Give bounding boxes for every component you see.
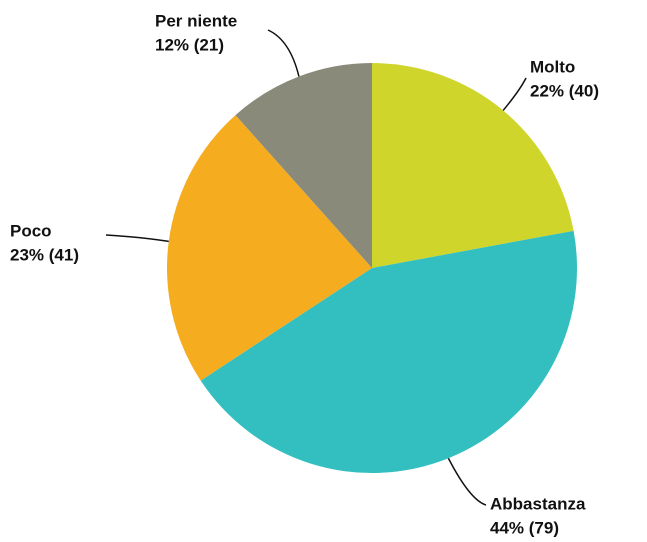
pie-slice: [372, 63, 574, 268]
slice-label: Abbastanza: [490, 494, 586, 513]
leader-line: [502, 77, 527, 111]
pie-slice: [167, 115, 372, 381]
slice-label: Per niente: [155, 11, 237, 30]
slice-value-label: 22% (40): [530, 81, 599, 100]
slice-value-label: 44% (79): [490, 518, 559, 537]
slice-label: Poco: [10, 221, 52, 240]
leader-line: [447, 457, 487, 506]
leader-line: [267, 29, 300, 77]
pie-slice: [235, 62, 372, 268]
pie-slice: [200, 230, 578, 473]
slice-value-label: 23% (41): [10, 245, 79, 264]
slice-label: Molto: [530, 57, 575, 76]
leader-line: [105, 234, 169, 243]
slice-value-label: 12% (21): [155, 35, 224, 54]
